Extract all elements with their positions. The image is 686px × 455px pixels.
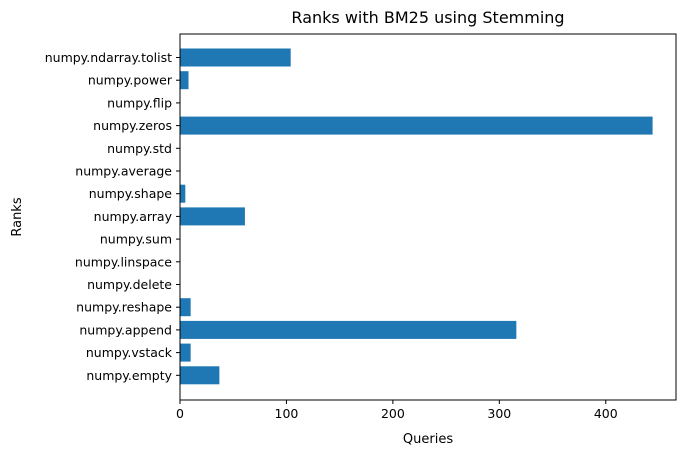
bar-numpy-power: [180, 71, 189, 90]
bar-numpy-empty: [180, 366, 220, 385]
bar-numpy-shape: [180, 184, 186, 203]
y-tick-label: numpy.power: [88, 73, 173, 88]
bar-numpy-reshape: [180, 298, 191, 317]
y-tick-label: numpy.vstack: [86, 345, 173, 360]
y-tick-label: numpy.shape: [89, 186, 173, 201]
y-tick-label: numpy.empty: [86, 368, 172, 383]
x-tick-label: 400: [594, 406, 618, 421]
bar-numpy-ndarray-tolist: [180, 48, 291, 67]
y-tick-label: numpy.append: [79, 322, 172, 337]
y-tick-label: numpy.sum: [100, 232, 172, 247]
y-tick-label: numpy.std: [107, 141, 172, 156]
x-tick-label: 0: [176, 406, 184, 421]
x-tick-label: 100: [275, 406, 299, 421]
y-axis-label: Ranks: [10, 197, 25, 236]
plot-frame: [179, 33, 677, 401]
x-tick-label: 300: [487, 406, 511, 421]
y-tick-label: numpy.zeros: [93, 118, 172, 133]
bar-numpy-array: [180, 207, 245, 226]
y-tick-label: numpy.ndarray.tolist: [45, 50, 172, 65]
y-tick-label: numpy.flip: [107, 95, 172, 110]
y-tick-label: numpy.linspace: [75, 254, 172, 269]
y-tick-label: numpy.average: [75, 164, 172, 179]
bar-numpy-vstack: [180, 343, 191, 362]
y-tick-label: numpy.array: [94, 209, 173, 224]
y-tick-label: numpy.delete: [87, 277, 172, 292]
x-axis-label: Queries: [403, 432, 453, 447]
chart-title: Ranks with BM25 using Stemming: [291, 8, 564, 27]
x-tick-label: 200: [381, 406, 405, 421]
bar-numpy-append: [180, 320, 517, 339]
y-tick-label: numpy.reshape: [76, 300, 172, 315]
plot-area: numpy.ndarray.tolist numpy.power numpy.fli…: [45, 48, 653, 421]
bar-numpy-zeros: [180, 116, 653, 135]
